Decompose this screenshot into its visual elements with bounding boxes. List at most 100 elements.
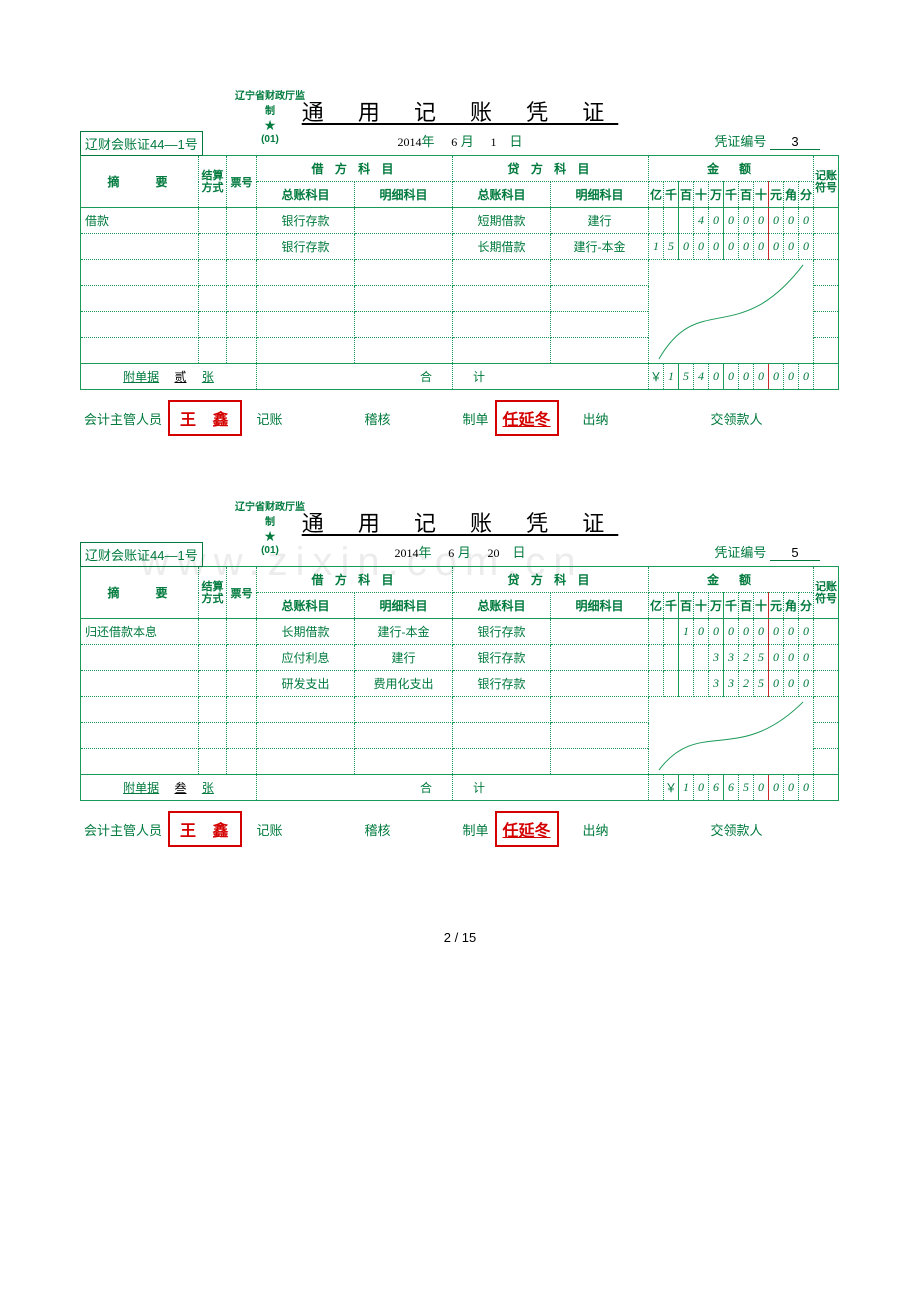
hdr-method: 结算方式: [199, 156, 227, 208]
document-page: www.zixin.com.cn 辽宁省财政厅监制 ★ (01) 通 用 记 账…: [0, 0, 920, 957]
hdr-post: 记账符号: [814, 156, 839, 208]
table-row: 应付利息 建行 银行存款 3 3 2 5 0 0 0: [81, 645, 839, 671]
hdr-amt-5: 千: [724, 182, 739, 208]
official-stamp: 辽宁省财政厅监制 ★ (01): [235, 498, 305, 548]
hdr-summary: 摘 要: [81, 567, 199, 619]
hdr-amt: 百: [679, 593, 694, 619]
attach-cell: 附单据 叁 张: [81, 775, 257, 801]
stamp-arc-text: 辽宁省财政厅监制: [235, 87, 305, 117]
cell-post: [814, 208, 839, 234]
cell-credit-ledger: 短期借款: [453, 208, 551, 234]
cell-amt: [664, 671, 679, 697]
total-amt: [649, 775, 664, 801]
attach-label: 附单据: [123, 781, 159, 795]
attach-label: 附单据: [123, 370, 159, 384]
hdr-credit-detail: 明细科目: [551, 593, 649, 619]
hdr-amt: 万: [709, 593, 724, 619]
book-label: 记账: [256, 820, 282, 839]
total-amt: 0: [784, 775, 799, 801]
total-amt: 1: [679, 775, 694, 801]
book-label: 记账: [256, 409, 282, 428]
cell-post: [814, 234, 839, 260]
total-amt: 0: [769, 775, 784, 801]
cell-amt: 0: [784, 619, 799, 645]
total-amt: 5: [679, 364, 694, 390]
total-post: [814, 364, 839, 390]
hdr-credit-ledger: 总账科目: [453, 593, 551, 619]
total-amt: 0: [724, 364, 739, 390]
hdr-credit-detail: 明细科目: [551, 182, 649, 208]
cell-method: [199, 208, 227, 234]
voucher-2: 辽宁省财政厅监制 ★ (01) 通 用 记 账 凭 证 辽财会账证44—1号 2…: [80, 506, 840, 847]
cell: [551, 645, 649, 671]
date-year: 2014: [398, 135, 422, 149]
table-row: 银行存款 长期借款 建行-本金 1 5 0 0 0 0 0 0 0 0 0: [81, 234, 839, 260]
audit-label: 稽核: [364, 820, 390, 839]
total-amt: 0: [754, 775, 769, 801]
cell-amt: 0: [694, 234, 709, 260]
voucher-footer: 会计主管人员 王 鑫 记账 稽核 制单 任延冬 出纳 交领款人: [80, 811, 840, 847]
heji-1: 合: [257, 775, 453, 801]
voucher-date: 2014年 6 月 1 日: [398, 131, 523, 150]
voucher-title: 通 用 记 账 凭 证: [80, 95, 840, 127]
cell-amt: 0: [679, 234, 694, 260]
cell: 银行存款: [453, 645, 551, 671]
cell-amt: [649, 671, 664, 697]
cell-amt: 0: [754, 619, 769, 645]
prep-label: 制单: [463, 409, 489, 428]
hdr-method: 结算方式: [199, 567, 227, 619]
total-amt: ￥: [649, 364, 664, 390]
hdr-amt-0: 亿: [649, 182, 664, 208]
total-amt: 0: [799, 775, 814, 801]
cert-label: 辽财会账证44—1号: [80, 131, 203, 156]
cell: 银行存款: [453, 619, 551, 645]
cell-amt: 0: [724, 619, 739, 645]
cell-amt: 0: [799, 645, 814, 671]
hdr-amount: 金 额: [649, 567, 814, 593]
hdr-amt-1: 千: [664, 182, 679, 208]
voucher-footer: 会计主管人员 王 鑫 记账 稽核 制单 任延冬 出纳 交领款人: [80, 400, 840, 436]
cell: [551, 619, 649, 645]
voucher-no-label: 凭证编号: [714, 134, 766, 149]
supervisor-label: 会计主管人员: [84, 409, 162, 428]
hdr-amt: 十: [694, 593, 709, 619]
cell-amt: 0: [769, 671, 784, 697]
cell-amt: 2: [739, 645, 754, 671]
hdr-amt: 千: [664, 593, 679, 619]
hdr-post: 记账符号: [814, 567, 839, 619]
table-row: [81, 260, 839, 286]
voucher-table: 摘 要 结算方式 票号 借 方 科 目 贷 方 科 目 金 额 记账符号 总账科…: [80, 155, 839, 390]
cell-amt: [664, 208, 679, 234]
cell-amt: 0: [769, 619, 784, 645]
empty-amount-slash: [649, 260, 814, 364]
cell-amt: 0: [784, 234, 799, 260]
voucher-title: 通 用 记 账 凭 证: [80, 506, 840, 538]
cell-credit-detail: 建行-本金: [551, 234, 649, 260]
cell-amt: [679, 645, 694, 671]
cell-amt: 0: [799, 671, 814, 697]
cell-amt: 0: [739, 208, 754, 234]
cell-amt: [664, 645, 679, 671]
voucher-header-row: 辽财会账证44—1号 2014年 6 月 20 日 凭证编号 5: [80, 542, 840, 564]
total-amt: ￥: [664, 775, 679, 801]
hdr-amt-9: 角: [784, 182, 799, 208]
cell-amt: 0: [784, 208, 799, 234]
cell-amt: 2: [739, 671, 754, 697]
total-amt: 0: [709, 364, 724, 390]
cell-amt: 0: [799, 234, 814, 260]
cell-amt: 5: [754, 671, 769, 697]
cell: 建行-本金: [355, 619, 453, 645]
attach-unit: 张: [202, 781, 214, 795]
payee-label: 交领款人: [711, 409, 763, 428]
hdr-ticket: 票号: [227, 156, 257, 208]
cell-amt: 0: [694, 619, 709, 645]
voucher-number: 凭证编号 3: [714, 131, 820, 150]
total-row: 附单据 贰 张 合 计 ￥ 1 5 4 0 0 0 0 0 0 0: [81, 364, 839, 390]
attach-cell: 附单据 贰 张: [81, 364, 257, 390]
hdr-amt-8: 元: [769, 182, 784, 208]
cell-amt: 0: [739, 234, 754, 260]
hdr-amt-2: 百: [679, 182, 694, 208]
cell-summary: [81, 260, 199, 286]
voucher-no-value: 3: [770, 134, 820, 150]
hdr-debit: 借 方 科 目: [257, 156, 453, 182]
